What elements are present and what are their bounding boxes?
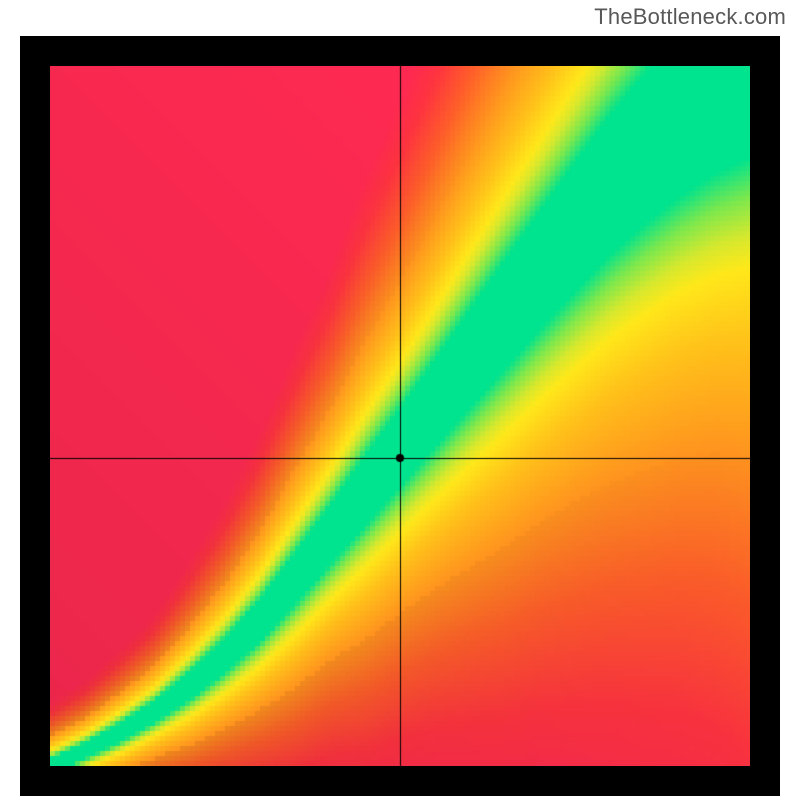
chart-frame (20, 36, 780, 796)
heatmap-plot (50, 66, 750, 766)
watermark-text: TheBottleneck.com (594, 4, 786, 30)
heatmap-canvas (50, 66, 750, 766)
